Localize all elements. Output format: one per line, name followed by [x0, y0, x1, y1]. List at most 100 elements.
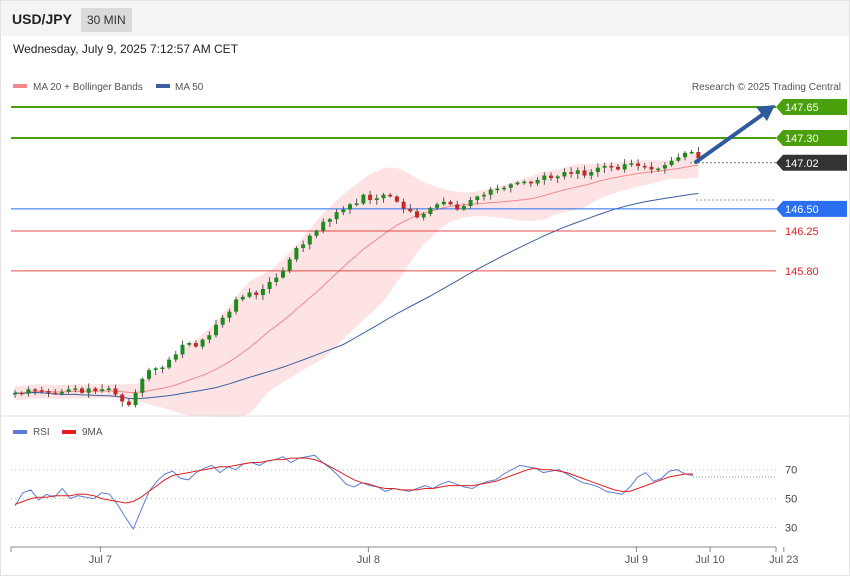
candle-body-54	[374, 198, 379, 200]
level-label-4: 146.25	[785, 226, 819, 238]
candle-body-86	[589, 172, 594, 176]
candle-body-29	[207, 335, 212, 340]
projection-arrow	[694, 105, 775, 164]
candle-body-84	[575, 170, 580, 174]
rsi-tick-50: 50	[785, 494, 797, 506]
candle-body-91	[622, 164, 627, 170]
candle-body-97	[662, 165, 667, 169]
candle-body-30	[214, 324, 218, 336]
level-label-5: 145.80	[785, 266, 819, 278]
candle-body-2	[26, 389, 31, 394]
candle-body-45	[314, 230, 319, 236]
time-label-4: Jul 23	[769, 554, 798, 566]
candle-body-76	[522, 181, 527, 184]
timeframe-button[interactable]: 30 MIN	[81, 8, 132, 32]
candle-body-71	[488, 189, 493, 195]
candle-body-36	[254, 292, 259, 296]
candle-body-51	[354, 203, 359, 205]
candle-body-19	[140, 378, 145, 393]
projection-arrow-head	[756, 105, 775, 121]
candle-body-62	[428, 207, 433, 214]
level-label-3: 146.50	[785, 204, 819, 216]
candle-body-65	[448, 201, 453, 205]
time-label-2: Jul 9	[625, 554, 648, 566]
candle-body-88	[602, 165, 607, 168]
candle-body-11	[86, 388, 91, 393]
candle-body-12	[93, 388, 98, 392]
candle-body-42	[294, 247, 299, 260]
candle-body-0	[13, 392, 17, 395]
projection-arrow-line	[694, 113, 764, 164]
time-label-1: Jul 8	[357, 554, 380, 566]
level-tag-0	[776, 99, 847, 115]
candle-body-67	[461, 206, 466, 210]
candle-body-40	[281, 270, 285, 278]
candle-body-100	[683, 152, 687, 158]
candle-body-43	[301, 244, 306, 248]
level-tag-2	[776, 154, 847, 171]
candle-body-77	[528, 181, 533, 184]
candle-body-66	[455, 204, 460, 210]
candle-body-44	[307, 235, 312, 245]
rsi-legend-label: RSI	[33, 427, 50, 438]
price-legend: MA 20 + Bollinger Bands MA 50 Research ©…	[13, 82, 841, 93]
bollinger-bands	[15, 152, 699, 418]
ma50-legend-label: MA 50	[175, 82, 204, 93]
candle-body-33	[234, 299, 239, 312]
level-label-0: 147.65	[785, 102, 819, 114]
candle-body-58	[401, 201, 406, 209]
toolbar: USD/JPY 30 MIN	[1, 1, 849, 36]
symbol-title: USD/JPY	[12, 11, 72, 27]
candle-body-92	[629, 163, 634, 165]
rsi-tick-30: 30	[785, 523, 797, 535]
rsi-ma-legend-swatch	[62, 430, 76, 434]
candle-body-26	[187, 343, 192, 345]
candle-body-96	[656, 168, 661, 171]
candle-body-27	[193, 343, 198, 347]
candle-body-69	[475, 196, 480, 200]
ma50-line	[14, 193, 699, 400]
candle-body-78	[535, 179, 540, 184]
ma20-legend-swatch	[13, 84, 27, 88]
candle-body-72	[495, 188, 500, 191]
candle-body-83	[569, 172, 574, 174]
bollinger-band-fill	[15, 152, 699, 418]
candle-body-70	[482, 194, 486, 197]
candle-body-99	[676, 157, 681, 161]
rsi-pane: 30 50 70	[11, 454, 797, 535]
candle-body-94	[642, 165, 647, 168]
candlesticks	[13, 146, 701, 408]
candle-body-46	[321, 221, 326, 231]
candle-body-55	[381, 194, 386, 199]
candle-body-35	[247, 292, 252, 297]
time-label-3: Jul 10	[695, 554, 724, 566]
candle-body-22	[160, 367, 165, 369]
candle-body-24	[173, 354, 178, 360]
candle-body-28	[200, 339, 205, 347]
candle-body-34	[240, 296, 245, 300]
candle-body-82	[562, 172, 567, 177]
candle-body-37	[260, 288, 265, 296]
ma50-legend-swatch	[156, 84, 170, 88]
chart-datetime: Wednesday, July 9, 2025 7:12:57 AM CET	[13, 42, 239, 56]
rsi-series-1	[14, 457, 693, 505]
rsi-legend-swatch	[13, 430, 27, 434]
candle-body-64	[441, 201, 446, 205]
candle-body-101	[689, 152, 694, 154]
candle-body-6	[53, 392, 58, 395]
rsi-series-0	[14, 454, 694, 531]
ma20-legend-label: MA 20 + Bollinger Bands	[33, 82, 143, 93]
candle-body-3	[33, 389, 38, 391]
moving-averages	[14, 164, 699, 400]
candle-body-25	[180, 344, 185, 355]
candle-body-8	[66, 389, 71, 392]
candle-body-98	[669, 160, 674, 166]
candle-body-17	[126, 401, 131, 405]
candle-body-59	[408, 208, 413, 212]
candle-body-41	[287, 259, 292, 271]
candle-body-79	[542, 175, 547, 180]
candle-body-13	[100, 389, 105, 392]
candle-body-23	[167, 359, 172, 368]
ma20-line	[14, 164, 699, 394]
